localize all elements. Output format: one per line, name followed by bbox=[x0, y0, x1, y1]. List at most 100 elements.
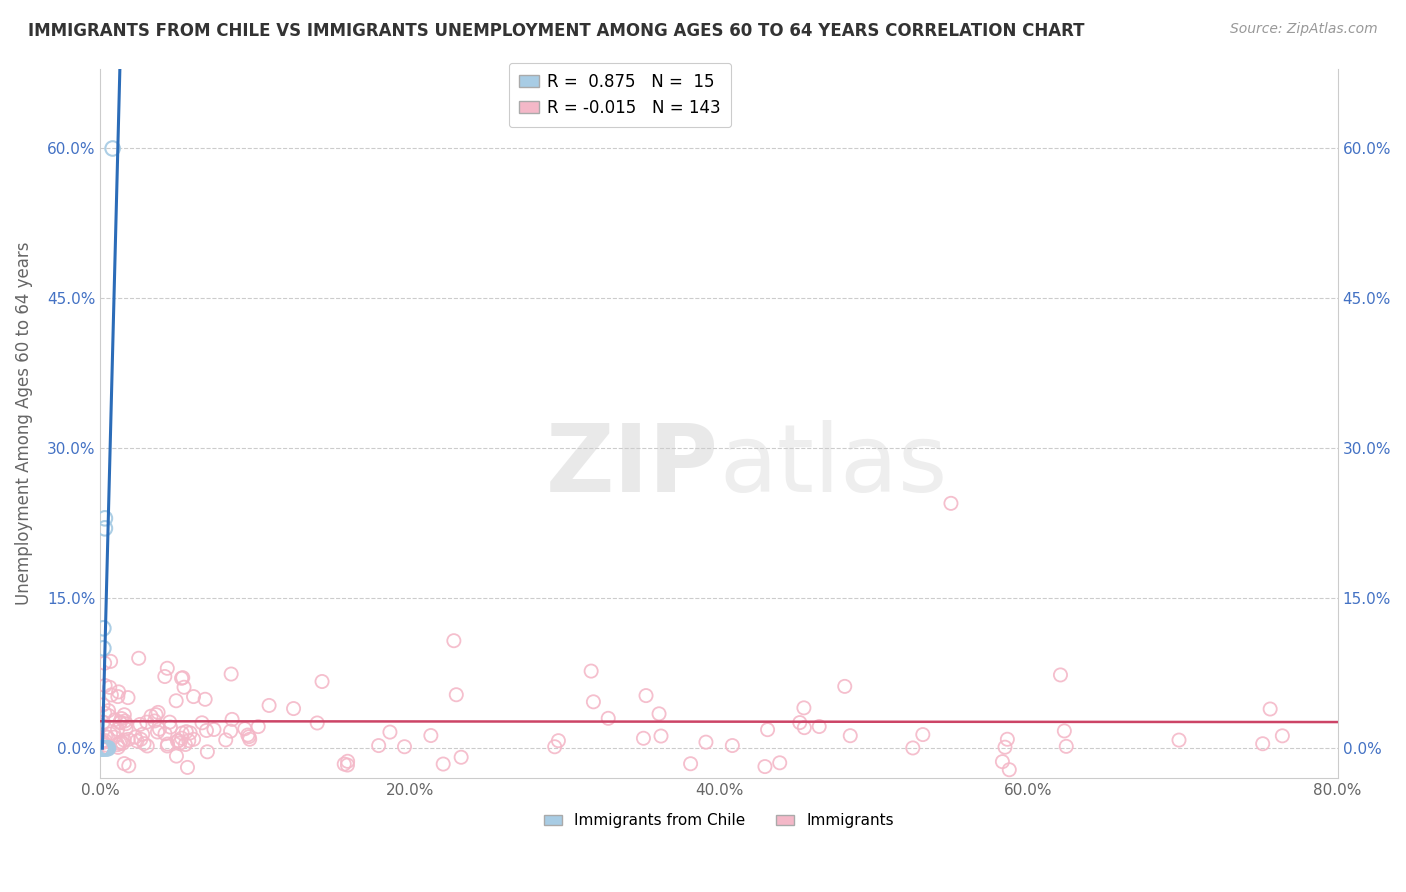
Text: IMMIGRANTS FROM CHILE VS IMMIGRANTS UNEMPLOYMENT AMONG AGES 60 TO 64 YEARS CORRE: IMMIGRANTS FROM CHILE VS IMMIGRANTS UNEM… bbox=[28, 22, 1084, 40]
Point bbox=[145, 707, 167, 722]
Point bbox=[97, 741, 120, 756]
Point bbox=[107, 738, 129, 752]
Point bbox=[107, 723, 129, 737]
Point bbox=[90, 741, 112, 756]
Point bbox=[367, 739, 389, 753]
Point bbox=[176, 760, 198, 774]
Point bbox=[131, 727, 153, 741]
Point bbox=[96, 731, 118, 745]
Point bbox=[695, 735, 717, 749]
Point bbox=[994, 740, 1017, 755]
Point bbox=[221, 712, 243, 726]
Point bbox=[159, 720, 181, 734]
Point bbox=[91, 715, 114, 730]
Point bbox=[108, 715, 131, 730]
Point bbox=[124, 730, 146, 744]
Point bbox=[107, 690, 129, 704]
Y-axis label: Unemployment Among Ages 60 to 64 years: Unemployment Among Ages 60 to 64 years bbox=[15, 242, 32, 605]
Point bbox=[94, 706, 117, 721]
Point bbox=[901, 741, 924, 756]
Point bbox=[104, 713, 127, 727]
Point bbox=[90, 734, 112, 748]
Point bbox=[125, 734, 148, 748]
Point bbox=[98, 681, 121, 695]
Point bbox=[769, 756, 792, 770]
Text: Source: ZipAtlas.com: Source: ZipAtlas.com bbox=[1230, 22, 1378, 37]
Point bbox=[96, 741, 118, 756]
Point bbox=[450, 750, 472, 764]
Point bbox=[219, 724, 242, 739]
Point bbox=[129, 732, 152, 747]
Point bbox=[115, 722, 138, 736]
Point bbox=[808, 719, 831, 733]
Point bbox=[98, 708, 121, 723]
Point bbox=[139, 709, 162, 723]
Point bbox=[179, 726, 201, 740]
Point bbox=[94, 521, 117, 535]
Point bbox=[1168, 733, 1191, 747]
Point bbox=[544, 739, 567, 754]
Point bbox=[93, 656, 115, 670]
Point bbox=[634, 689, 657, 703]
Point bbox=[283, 701, 305, 715]
Point bbox=[112, 733, 135, 747]
Point bbox=[238, 730, 260, 744]
Point bbox=[143, 714, 166, 728]
Point bbox=[173, 680, 195, 694]
Point bbox=[939, 496, 962, 510]
Point bbox=[219, 667, 242, 681]
Text: ZIP: ZIP bbox=[546, 420, 718, 512]
Point bbox=[110, 712, 132, 726]
Point bbox=[195, 745, 218, 759]
Point bbox=[94, 741, 117, 756]
Point bbox=[582, 695, 605, 709]
Point bbox=[995, 732, 1018, 747]
Point bbox=[96, 741, 118, 756]
Point bbox=[118, 759, 141, 773]
Point bbox=[756, 723, 779, 737]
Point bbox=[93, 621, 115, 635]
Point bbox=[679, 756, 702, 771]
Point bbox=[215, 733, 238, 747]
Point bbox=[156, 737, 179, 751]
Point bbox=[311, 674, 333, 689]
Point bbox=[93, 641, 115, 656]
Point bbox=[135, 715, 157, 730]
Point bbox=[94, 730, 117, 744]
Point bbox=[257, 698, 280, 713]
Point bbox=[547, 733, 569, 747]
Point bbox=[307, 716, 329, 731]
Point bbox=[648, 706, 671, 721]
Point bbox=[108, 714, 131, 729]
Point bbox=[579, 664, 602, 678]
Point bbox=[107, 740, 129, 755]
Point bbox=[153, 727, 176, 741]
Point bbox=[114, 716, 136, 731]
Point bbox=[650, 729, 672, 743]
Point bbox=[156, 661, 179, 675]
Point bbox=[183, 690, 205, 704]
Point bbox=[159, 715, 181, 730]
Point bbox=[132, 737, 155, 751]
Point bbox=[633, 731, 655, 746]
Point bbox=[793, 701, 815, 715]
Point bbox=[111, 736, 134, 750]
Point bbox=[394, 739, 416, 754]
Point bbox=[911, 728, 934, 742]
Point bbox=[128, 651, 150, 665]
Point bbox=[233, 722, 256, 736]
Point bbox=[146, 706, 169, 720]
Point bbox=[170, 671, 193, 685]
Point bbox=[1053, 723, 1076, 738]
Point bbox=[165, 749, 187, 764]
Point bbox=[378, 725, 401, 739]
Point bbox=[156, 739, 179, 753]
Point bbox=[177, 733, 200, 747]
Point bbox=[107, 685, 129, 699]
Point bbox=[598, 711, 620, 725]
Point bbox=[153, 669, 176, 683]
Point bbox=[94, 733, 117, 747]
Point bbox=[789, 715, 811, 730]
Point bbox=[110, 735, 132, 749]
Point bbox=[90, 741, 112, 756]
